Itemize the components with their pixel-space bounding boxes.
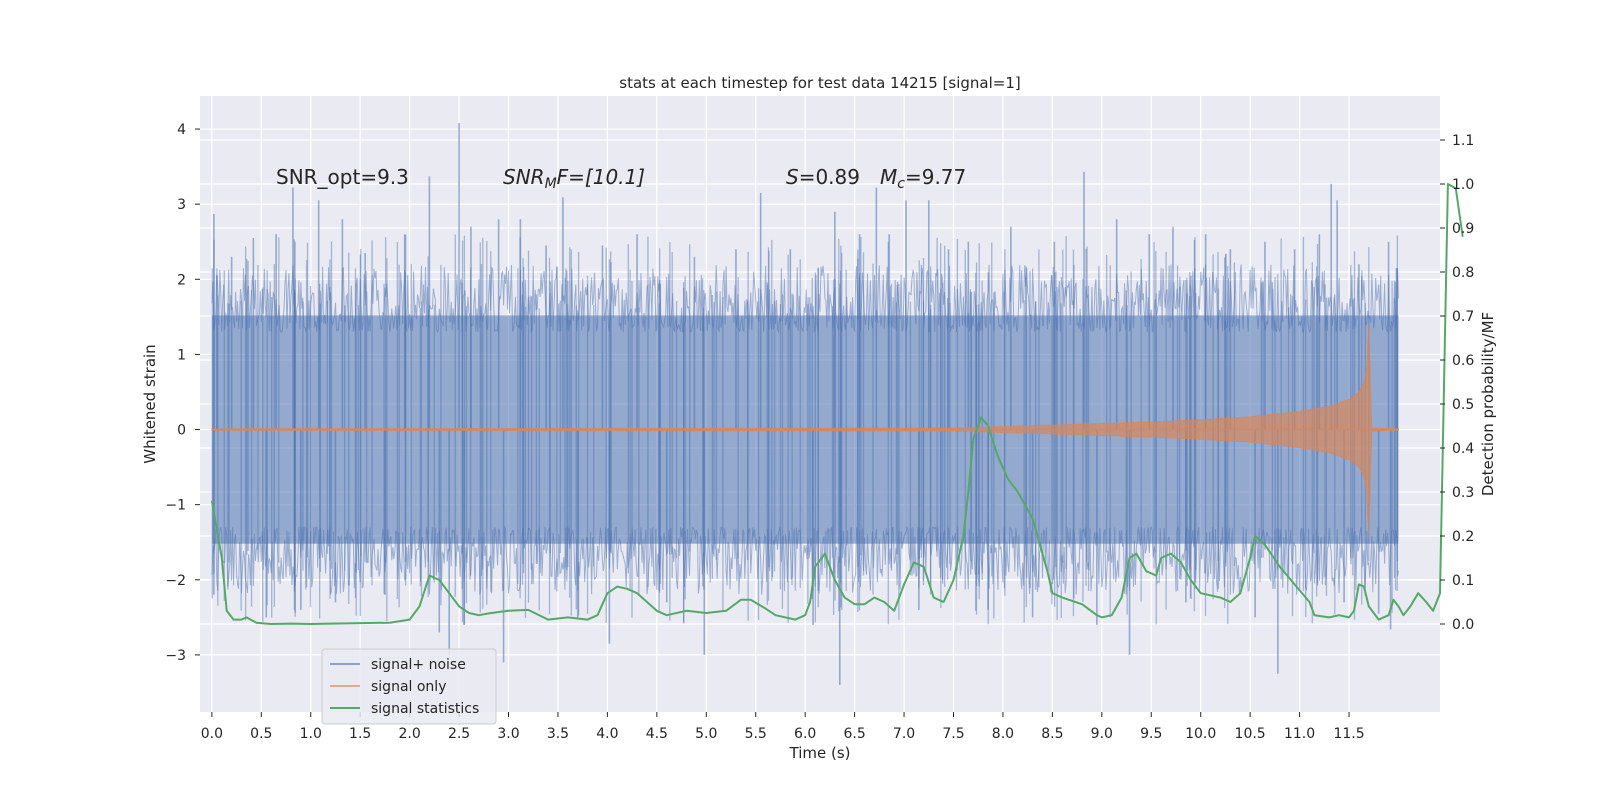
annotation-s: S=0.89 <box>786 165 860 189</box>
x-tick-label: 2.5 <box>448 726 470 742</box>
x-tick-label: 10.5 <box>1235 726 1266 742</box>
x-tick-label: 7.0 <box>893 726 915 742</box>
x-tick-label: 9.0 <box>1091 726 1113 742</box>
series-signal-statistics <box>210 183 1464 625</box>
y-tick-label: −1 <box>165 498 186 514</box>
x-tick-label: 3.5 <box>547 726 569 742</box>
legend: signal+ noise signal only signal statist… <box>321 648 497 725</box>
y2-tick-label: 0.8 <box>1452 265 1474 281</box>
noise-lower-trace <box>211 525 1399 595</box>
y2-tick-label: 0.5 <box>1452 397 1474 413</box>
y2-tick-label: 0.3 <box>1452 485 1474 501</box>
x-tick-label: 8.5 <box>1041 726 1063 742</box>
y-tick-label: −2 <box>165 573 186 589</box>
y-tick-label: 2 <box>177 272 186 288</box>
y-axis-title: Whitened strain <box>141 344 159 463</box>
x-tick-label: 6.5 <box>843 726 865 742</box>
y2-tick-label: 0.7 <box>1452 309 1474 325</box>
y2-tick-label: 0.1 <box>1452 573 1474 589</box>
x-tick-label: 2.0 <box>399 726 421 742</box>
series-signal-only <box>211 324 1399 535</box>
legend-label-signal-noise: signal+ noise <box>371 657 466 673</box>
x-tick-label: 9.5 <box>1140 726 1162 742</box>
y2-tick-label: 1.1 <box>1452 133 1474 149</box>
x-tick-label: 4.5 <box>646 726 668 742</box>
y2-tick-label: 1.0 <box>1452 177 1474 193</box>
x-tick-label: 0.5 <box>250 726 272 742</box>
legend-label-signal-statistics: signal statistics <box>371 701 479 717</box>
y-tick-label: 1 <box>177 347 186 363</box>
y-tick-label: 4 <box>177 122 186 138</box>
x-tick-label: 10.0 <box>1185 726 1216 742</box>
x-tick-label: 1.0 <box>300 726 322 742</box>
y2-tick-label: 0.2 <box>1452 529 1474 545</box>
x-tick-label: 8.0 <box>992 726 1014 742</box>
y-tick-label: −3 <box>165 648 186 664</box>
annotation-snr-opt: SNR_opt=9.3 <box>276 165 409 189</box>
x-tick-label: 4.0 <box>596 726 618 742</box>
annotation-mc: Mc=9.77 <box>880 165 966 192</box>
x-tick-label: 3.0 <box>497 726 519 742</box>
legend-label-signal-only: signal only <box>371 679 446 695</box>
chart-title: stats at each timestep for test data 142… <box>619 74 1020 92</box>
legend-box <box>321 648 497 725</box>
x-tick-label: 11.0 <box>1284 726 1315 742</box>
x-tick-label: 5.5 <box>745 726 767 742</box>
y-tick-label: 3 <box>177 197 186 213</box>
x-axis-title: Time (s) <box>789 744 851 762</box>
y2-tick-label: 0.6 <box>1452 353 1474 369</box>
y2-tick-label: 0.9 <box>1452 221 1474 237</box>
axis-ticks: 0.0 0.5 1.0 1.5 2.0 2.5 3.0 3.5 4.0 4.5 5.0 5.5 6.0 6… <box>165 122 1474 742</box>
x-tick-label: 7.5 <box>942 726 964 742</box>
y-tick-label: 0 <box>177 423 186 439</box>
statistics-line <box>210 183 1464 625</box>
y2-tick-label: 0.0 <box>1452 617 1474 633</box>
x-tick-label: 0.0 <box>201 726 223 742</box>
x-tick-label: 5.0 <box>695 726 717 742</box>
x-tick-label: 1.5 <box>349 726 371 742</box>
y2-axis-title: Detection probability/MF <box>1479 312 1497 496</box>
y2-tick-label: 0.4 <box>1452 441 1474 457</box>
x-tick-label: 6.0 <box>794 726 816 742</box>
x-tick-label: 11.5 <box>1333 726 1364 742</box>
noise-upper-trace <box>211 264 1399 334</box>
annotation-snr-mf: SNRMF=[10.1] <box>503 165 645 192</box>
